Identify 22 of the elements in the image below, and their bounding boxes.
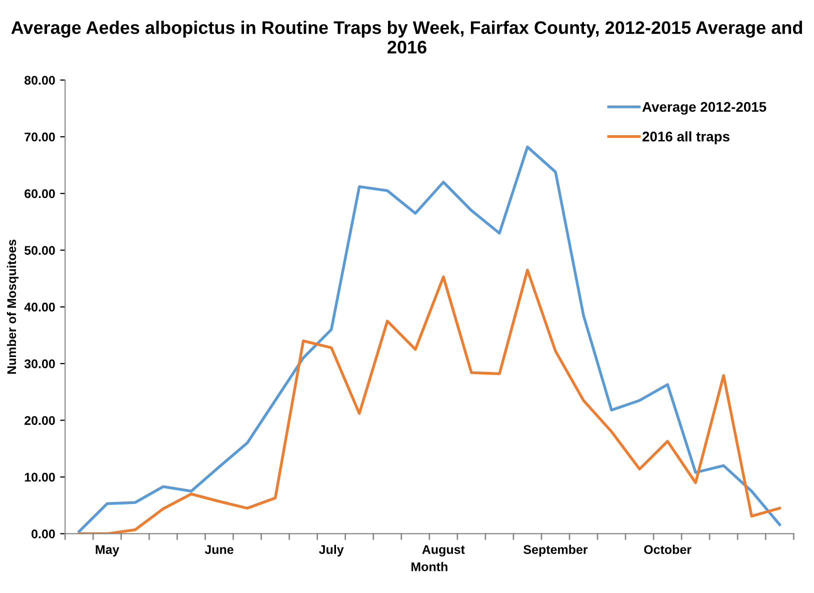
y-tick-label: 10.00 xyxy=(24,472,55,482)
y-tick-label: 70.00 xyxy=(24,132,55,142)
x-axis-title: Month xyxy=(411,562,448,572)
y-tick-label: 50.00 xyxy=(24,246,55,255)
y-tick-label: 40.00 xyxy=(24,302,55,312)
x-tick-label: June xyxy=(204,545,234,554)
y-axis-title: Number of Mosquitoes xyxy=(6,240,19,374)
x-tick-label: May xyxy=(96,545,120,556)
x-tick-label: October xyxy=(644,544,692,554)
y-tick-label: 80.00 xyxy=(24,76,55,85)
legend-label: 2016 all traps xyxy=(642,131,730,144)
x-tick-label: August xyxy=(422,545,465,556)
y-tick-label: 30.00 xyxy=(24,359,55,368)
y-tick-label: 0.00 xyxy=(32,530,55,538)
x-tick-label: July xyxy=(319,544,344,556)
line-series xyxy=(78,268,782,534)
legend-label: Average 2012-2015 xyxy=(642,102,766,115)
y-tick-label: 20.00 xyxy=(24,416,55,425)
chart-title: Average Aedes albopictus in Routine Traps by Week, Fairfax County, 2012-2015 Average and 2016 xyxy=(11,20,802,54)
y-tick-label: 60.00 xyxy=(24,189,55,198)
x-tick-label: September xyxy=(524,544,588,556)
line-series xyxy=(78,146,782,533)
